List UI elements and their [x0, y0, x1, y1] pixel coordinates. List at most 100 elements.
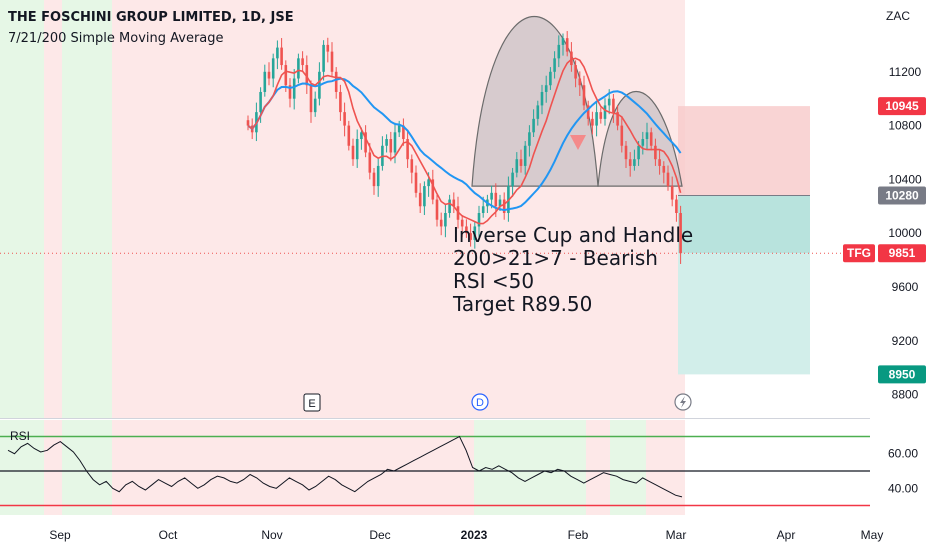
sma-21-line [247, 77, 682, 212]
candle-body [284, 65, 288, 86]
x-tick-label: Feb [568, 528, 589, 542]
candle-body [292, 78, 296, 99]
candle-body [565, 38, 569, 52]
candle-body [519, 159, 523, 166]
profit-zone-filled [678, 195, 810, 254]
candle-body [666, 172, 670, 187]
candle-body [444, 213, 447, 227]
price-tick-label: 9600 [892, 280, 919, 294]
candle-body [309, 85, 313, 113]
candle-body [364, 132, 367, 153]
symbol-tag-label: TFG [847, 246, 871, 260]
price-tag-label: 10280 [885, 189, 919, 203]
candle-body [578, 78, 582, 86]
price-tag-box [878, 365, 926, 384]
price-tag-label: 8950 [889, 367, 916, 381]
x-tick-label: Nov [261, 528, 282, 542]
dividend-marker[interactable] [471, 393, 489, 411]
rsi-bullish-zone [62, 420, 112, 515]
price-tick-label: 10000 [888, 226, 922, 240]
cup-shape [471, 15, 599, 187]
candle-body [628, 159, 632, 166]
candle-body [322, 44, 325, 72]
candle-body [347, 125, 351, 146]
candle-body [599, 112, 603, 119]
x-tick-label: Sep [49, 528, 71, 542]
price-tick-label: 10800 [888, 119, 922, 133]
candle-body [393, 132, 397, 153]
candle-body [339, 91, 342, 113]
candle-body [313, 98, 317, 113]
candle-body [494, 192, 498, 207]
rsi-panel: RSI [0, 429, 870, 507]
candle-body [645, 132, 649, 140]
price-tag-label: 10945 [885, 99, 919, 113]
moving-averages [0, 57, 842, 254]
bullish-zone [62, 0, 112, 418]
candle-body [607, 98, 611, 106]
candle-body [297, 58, 300, 79]
candle-body [397, 125, 401, 133]
annotation-line-4: Target R89.50 [453, 292, 593, 316]
price-tags: 10945 10280 9851 TFG 8950 [843, 97, 926, 384]
price-tick-label: 11200 [889, 65, 922, 79]
price-tag-label: 9851 [889, 246, 916, 260]
x-tick-label: May [861, 528, 884, 542]
candle-body [452, 199, 456, 207]
candle-body [528, 132, 531, 146]
candle-body [498, 199, 502, 207]
indicator-label: 7/21/200 Simple Moving Average [8, 31, 224, 46]
profit-zone [678, 253, 810, 375]
price-tag-box [878, 244, 926, 263]
candle-body [532, 118, 535, 133]
candle-body [624, 145, 628, 160]
candle-body [675, 199, 678, 213]
candle-body [561, 38, 565, 45]
x-tick-label: Oct [159, 528, 178, 542]
price-tag-box [878, 186, 926, 205]
price-tick-label: 8800 [892, 388, 919, 402]
earnings-marker-label: E [308, 398, 315, 410]
candle-body [481, 206, 485, 213]
candle-body [586, 105, 590, 119]
candle-body [536, 105, 540, 119]
earnings-marker[interactable] [303, 393, 321, 412]
candle-body [473, 226, 477, 240]
candle-body [549, 71, 552, 86]
candle-body [267, 71, 271, 79]
candle-body [654, 145, 657, 160]
candle-body [368, 152, 372, 173]
rsi-line [7, 435, 683, 498]
candle-body [326, 44, 330, 52]
candle-body [343, 112, 346, 126]
candle-body [406, 139, 409, 160]
candle-body [460, 219, 464, 227]
candle-body [259, 91, 262, 113]
rsi-bullish-zone [610, 420, 646, 515]
candle-body [582, 85, 586, 106]
candle-body [544, 85, 548, 92]
candle-body [591, 118, 594, 126]
rsi-tick-label: 40.00 [888, 481, 918, 495]
annotation-line-3: RSI <50 [453, 269, 535, 293]
candle-body [511, 172, 514, 187]
x-tick-label: Apr [777, 528, 796, 542]
candle-body [515, 159, 519, 173]
candle-body [410, 159, 414, 173]
candle-body [469, 233, 472, 240]
candle-body [574, 65, 577, 79]
candle-body [431, 179, 435, 200]
candle-body [376, 165, 380, 187]
candle-body [490, 192, 493, 200]
candle-body [305, 65, 309, 86]
candle-body [271, 58, 275, 79]
event-markers: E D [303, 393, 692, 412]
candle-body [280, 47, 283, 66]
sma-7-line [247, 57, 682, 225]
candle-body [301, 58, 304, 66]
trade-box [678, 106, 810, 375]
candle-body [670, 186, 674, 200]
candle-body [351, 145, 355, 160]
candle-body [649, 132, 653, 146]
